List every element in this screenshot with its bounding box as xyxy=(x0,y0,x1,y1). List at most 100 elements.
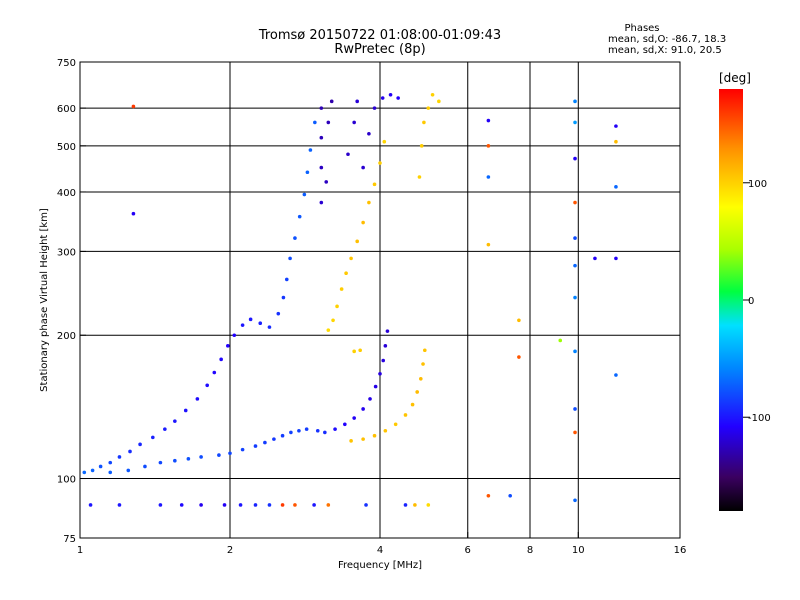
data-point xyxy=(333,427,337,431)
data-point xyxy=(349,256,353,261)
data-point xyxy=(614,373,618,377)
data-point xyxy=(558,338,563,343)
stats-heading: Phases xyxy=(624,23,659,34)
data-point xyxy=(226,344,230,348)
y-axis-label: Stationary phase Virtual Height [km] xyxy=(39,208,50,392)
data-point xyxy=(313,120,317,125)
data-point xyxy=(138,442,142,447)
data-point xyxy=(573,236,577,240)
data-point xyxy=(319,165,324,170)
data-point xyxy=(232,333,237,338)
data-point xyxy=(352,120,356,125)
data-point xyxy=(573,200,577,205)
data-point xyxy=(358,348,362,353)
data-point xyxy=(388,92,393,97)
data-point xyxy=(346,152,350,157)
data-point xyxy=(272,437,276,441)
data-point xyxy=(293,503,297,507)
data-point xyxy=(326,503,331,507)
data-point xyxy=(361,165,365,170)
data-point xyxy=(117,503,122,507)
data-point xyxy=(312,503,316,507)
data-point xyxy=(284,277,289,282)
data-point xyxy=(228,451,232,456)
data-point xyxy=(364,503,368,507)
data-point xyxy=(108,460,113,465)
data-point xyxy=(367,131,371,136)
data-point xyxy=(98,464,103,469)
data-point xyxy=(382,139,387,144)
data-point xyxy=(378,161,382,165)
data-point xyxy=(315,428,320,433)
data-point xyxy=(422,348,427,353)
data-point xyxy=(355,239,359,244)
data-point xyxy=(179,503,184,507)
data-point xyxy=(413,503,417,507)
data-point xyxy=(380,96,385,100)
data-point xyxy=(293,236,297,240)
stats-line-o: mean, sd,O: -86.7, 18.3 xyxy=(608,34,726,45)
data-point xyxy=(410,402,415,407)
data-point xyxy=(151,435,155,440)
data-point xyxy=(573,498,577,503)
data-point xyxy=(163,427,167,431)
data-point xyxy=(383,428,388,433)
data-point xyxy=(289,430,293,435)
x-tick-label: 16 xyxy=(674,545,687,556)
data-point xyxy=(417,175,422,179)
data-point xyxy=(240,323,245,327)
y-tick-label: 400 xyxy=(57,188,76,199)
y-tick-label: 750 xyxy=(57,58,76,69)
data-point xyxy=(263,440,267,445)
data-point xyxy=(131,104,136,109)
data-point xyxy=(326,120,331,125)
data-point xyxy=(339,287,344,291)
data-point xyxy=(486,242,491,247)
data-point xyxy=(305,170,310,175)
x-tick-label: 4 xyxy=(377,545,383,556)
y-tick-label: 100 xyxy=(57,475,76,486)
data-point xyxy=(517,318,521,323)
data-point xyxy=(240,447,245,452)
data-point xyxy=(281,295,286,300)
data-point xyxy=(131,211,136,216)
colorbar-tick-label: 0 xyxy=(748,296,754,307)
data-point xyxy=(383,344,388,348)
data-point xyxy=(219,357,223,362)
data-point xyxy=(258,321,263,325)
data-point xyxy=(368,397,372,401)
y-tick-label: 75 xyxy=(63,534,76,545)
data-point xyxy=(173,458,177,463)
grid-lines xyxy=(80,62,680,538)
data-point xyxy=(248,317,253,322)
data-point xyxy=(158,503,163,507)
data-point xyxy=(373,384,378,389)
data-point xyxy=(372,433,377,438)
data-point xyxy=(419,377,423,381)
data-point xyxy=(90,468,95,473)
data-point xyxy=(331,318,335,323)
data-point xyxy=(308,148,313,152)
data-point xyxy=(217,453,221,457)
data-point xyxy=(323,430,327,435)
y-tick-label: 300 xyxy=(57,247,76,258)
data-point xyxy=(378,371,382,376)
data-point xyxy=(403,503,408,507)
data-point xyxy=(199,455,203,459)
data-point xyxy=(108,470,113,475)
x-tick-label: 8 xyxy=(527,545,533,556)
data-point xyxy=(343,422,347,427)
data-point xyxy=(403,413,408,417)
data-point xyxy=(372,106,377,110)
data-point xyxy=(82,470,87,475)
data-point xyxy=(437,99,441,104)
axis-ticks: 1 2 4 6 8 10 16 75 100 200 300 400 500 600 750 xyxy=(57,58,686,556)
y-tick-label: 500 xyxy=(57,142,76,153)
data-point xyxy=(486,118,491,123)
data-point xyxy=(212,370,217,375)
data-point xyxy=(372,182,377,187)
data-point xyxy=(319,135,324,140)
data-point xyxy=(158,460,163,465)
data-point xyxy=(422,120,426,125)
